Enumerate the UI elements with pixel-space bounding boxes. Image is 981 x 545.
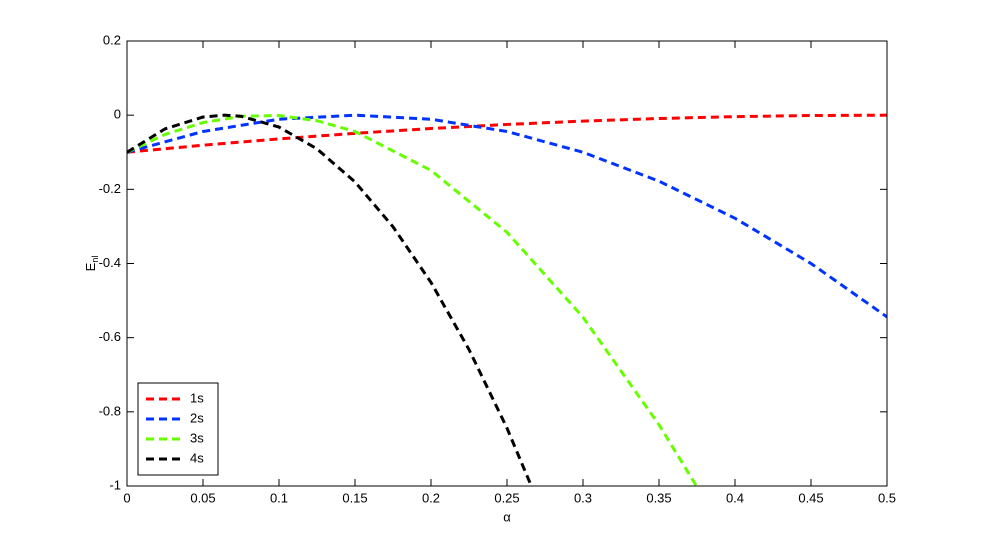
y-tick-label: -1 [109, 477, 121, 492]
y-axis-label-main: E [83, 262, 98, 271]
x-tick-label: 0.45 [798, 490, 823, 505]
plot-frame [126, 40, 888, 487]
y-tick-label: -0.2 [99, 181, 121, 196]
x-tick-label: 0.1 [270, 490, 288, 505]
x-tick-label: 0.5 [878, 490, 896, 505]
y-tick-label: -0.4 [99, 255, 121, 270]
legend-label: 2s [190, 410, 204, 425]
x-tick-label: 0.2 [422, 490, 440, 505]
data-line [127, 113, 887, 154]
y-tick-label: -0.8 [99, 403, 121, 418]
x-tick-label: 0 [123, 490, 130, 505]
y-tick-label: 0.2 [103, 32, 121, 47]
legend-label: 3s [190, 430, 204, 445]
legend-label: 4s [190, 450, 204, 465]
x-tick-label: 0.3 [574, 490, 592, 505]
y-tick-label: -0.6 [99, 329, 121, 344]
x-tick-label: 0.25 [494, 490, 519, 505]
x-tick-label: 0.4 [726, 490, 744, 505]
x-axis-label: α [503, 509, 511, 524]
legend-box [137, 382, 219, 476]
x-tick-label: 0.35 [646, 490, 671, 505]
legend-label: 1s [190, 390, 204, 405]
y-tick-label: 0 [114, 107, 121, 122]
y-axis-label-sub: nl [90, 256, 100, 263]
plot-lines [127, 113, 887, 486]
y-axis-label: Enl [83, 256, 100, 272]
data-line [127, 113, 533, 486]
x-tick-label: 0.15 [342, 490, 367, 505]
x-tick-label: 0.05 [190, 490, 215, 505]
data-line [127, 113, 887, 319]
